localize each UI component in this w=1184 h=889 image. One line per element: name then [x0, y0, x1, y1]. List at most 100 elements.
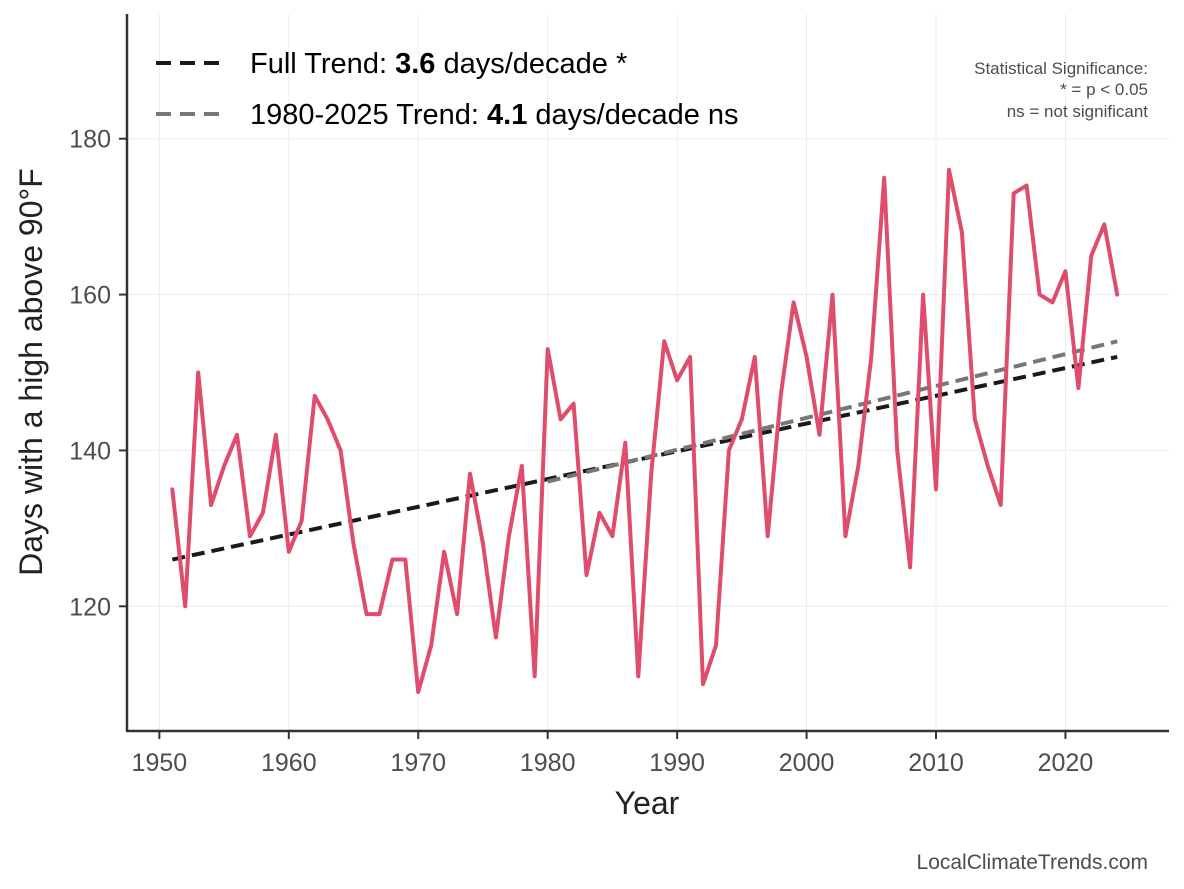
- credit-text: LocalClimateTrends.com: [917, 851, 1148, 874]
- data-point-2014: [986, 464, 990, 468]
- data-point-1987: [636, 674, 640, 678]
- data-point-1991: [688, 355, 692, 359]
- data-point-2004: [856, 464, 860, 468]
- data-point-1967: [377, 612, 381, 616]
- data-point-1960: [287, 550, 291, 554]
- data-point-1994: [727, 448, 731, 452]
- legend-rate-1980-trend: 4.1: [487, 99, 527, 131]
- data-point-1963: [326, 417, 330, 421]
- y-axis-title: Days with a high above 90°F: [13, 168, 49, 576]
- x-tick-label: 2000: [779, 749, 835, 777]
- legend: Full Trend: 3.6 days/decade * 1980-2025 …: [156, 48, 739, 131]
- data-point-1981: [559, 417, 563, 421]
- grid: [127, 14, 1169, 731]
- data-point-1956: [235, 433, 239, 437]
- data-point-1999: [792, 300, 796, 304]
- y-tick-label: 160: [69, 282, 111, 310]
- data-point-1989: [662, 339, 666, 343]
- data-point-1986: [623, 441, 627, 445]
- data-point-2006: [882, 176, 886, 180]
- legend-label-1980-trend: 1980-2025 Trend: 4.1 days/decade ns: [250, 99, 739, 131]
- full-trend-line: [171, 354, 1118, 562]
- data-point-2021: [1076, 386, 1080, 390]
- data-point-1982: [572, 402, 576, 406]
- data-point-1954: [209, 503, 213, 507]
- data-point-2003: [843, 534, 847, 538]
- data-point-1977: [507, 534, 511, 538]
- data-point-1968: [390, 558, 394, 562]
- data-point-1980: [546, 347, 550, 351]
- data-point-1972: [442, 550, 446, 554]
- data-point-2018: [1038, 293, 1042, 297]
- data-point-1998: [779, 394, 783, 398]
- data-point-2000: [805, 355, 809, 359]
- data-point-1957: [248, 534, 252, 538]
- trend-1980-2025-line: [547, 339, 1118, 484]
- data-point-1975: [481, 542, 485, 546]
- data-point-1971: [429, 643, 433, 647]
- data-point-1997: [766, 534, 770, 538]
- legend-label-full-trend: Full Trend: 3.6 days/decade *: [250, 48, 627, 80]
- data-point-1970: [416, 690, 420, 694]
- y-tick-label: 120: [69, 593, 111, 621]
- data-point-2019: [1051, 300, 1055, 304]
- data-point-1983: [585, 573, 589, 577]
- data-point-2002: [830, 293, 834, 297]
- data-point-1973: [455, 612, 459, 616]
- y-tick-label: 140: [69, 437, 111, 465]
- data-point-1993: [714, 643, 718, 647]
- x-tick-label: 1980: [520, 749, 576, 777]
- data-point-1955: [222, 464, 226, 468]
- data-point-1962: [313, 394, 317, 398]
- data-point-1976: [494, 635, 498, 639]
- y-axis-ticks: 120 140 160 180: [69, 126, 127, 621]
- data-point-1969: [403, 558, 407, 562]
- data-point-1996: [753, 355, 757, 359]
- data-point-1992: [701, 682, 705, 686]
- data-point-2023: [1102, 222, 1106, 226]
- significance-note-title: Statistical Significance:: [974, 59, 1148, 78]
- data-point-2010: [934, 487, 938, 491]
- data-point-1985: [610, 534, 614, 538]
- data-point-1959: [274, 433, 278, 437]
- data-point-2024: [1115, 293, 1119, 297]
- data-point-1964: [339, 448, 343, 452]
- data-point-2022: [1089, 254, 1093, 258]
- legend-rate-full-trend: 3.6: [395, 48, 435, 80]
- y-tick-label: 180: [69, 126, 111, 154]
- data-point-1974: [468, 472, 472, 476]
- data-point-1979: [533, 674, 537, 678]
- data-point-1953: [196, 371, 200, 375]
- data-point-1995: [740, 417, 744, 421]
- x-axis-title: Year: [615, 785, 680, 821]
- data-point-1988: [649, 472, 653, 476]
- data-point-1958: [261, 511, 265, 515]
- data-point-2015: [999, 503, 1003, 507]
- data-point-1984: [597, 511, 601, 515]
- x-tick-label: 2020: [1038, 749, 1094, 777]
- data-point-2001: [818, 433, 822, 437]
- data-point-2020: [1063, 269, 1067, 273]
- axes: [125, 14, 1169, 733]
- trend-lines: [171, 339, 1118, 562]
- data-point-2017: [1025, 183, 1029, 187]
- data-point-1952: [183, 604, 187, 608]
- series-line: [170, 167, 1120, 694]
- data-point-2005: [869, 355, 873, 359]
- x-tick-label: 1950: [132, 749, 188, 777]
- data-point-2012: [960, 230, 964, 234]
- data-point-2009: [921, 293, 925, 297]
- x-tick-label: 2010: [908, 749, 964, 777]
- x-axis-ticks: 1950 1960 1970 1980 1990 2000 2010 2020: [132, 731, 1094, 777]
- data-point-2016: [1012, 191, 1016, 195]
- data-point-2011: [947, 168, 951, 172]
- data-point-1966: [364, 612, 368, 616]
- data-point-1978: [520, 464, 524, 468]
- x-tick-label: 1990: [649, 749, 705, 777]
- data-point-2008: [908, 565, 912, 569]
- data-point-1961: [300, 519, 304, 523]
- data-point-1990: [675, 378, 679, 382]
- x-tick-label: 1970: [390, 749, 446, 777]
- series: [170, 167, 1120, 694]
